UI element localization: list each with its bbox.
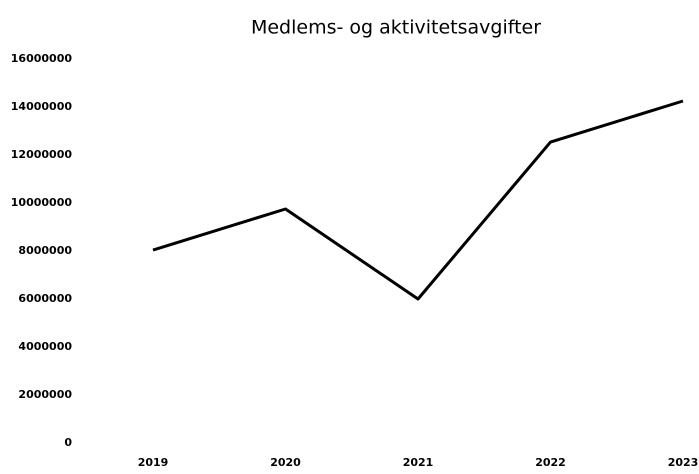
y-tick-label: 14000000 xyxy=(11,100,73,113)
x-tick-label: 2023 xyxy=(668,456,699,469)
y-tick-label: 0 xyxy=(64,436,72,449)
y-tick-label: 10000000 xyxy=(11,196,73,209)
chart-title: Medlems- og aktivitetsavgifter xyxy=(251,17,541,39)
line xyxy=(152,99,684,301)
y-tick-label: 12000000 xyxy=(11,148,73,161)
x-tick-label: 2022 xyxy=(535,456,566,469)
x-tick-label: 2019 xyxy=(138,456,169,469)
y-tick-label: 4000000 xyxy=(18,340,72,353)
y-tick-label: 6000000 xyxy=(18,292,72,305)
x-tick-label: 2021 xyxy=(403,456,434,469)
y-tick-label: 8000000 xyxy=(18,244,72,257)
y-tick-label: 16000000 xyxy=(11,52,73,65)
x-tick-label: 2020 xyxy=(270,456,301,469)
y-tick-label: 2000000 xyxy=(18,388,72,401)
